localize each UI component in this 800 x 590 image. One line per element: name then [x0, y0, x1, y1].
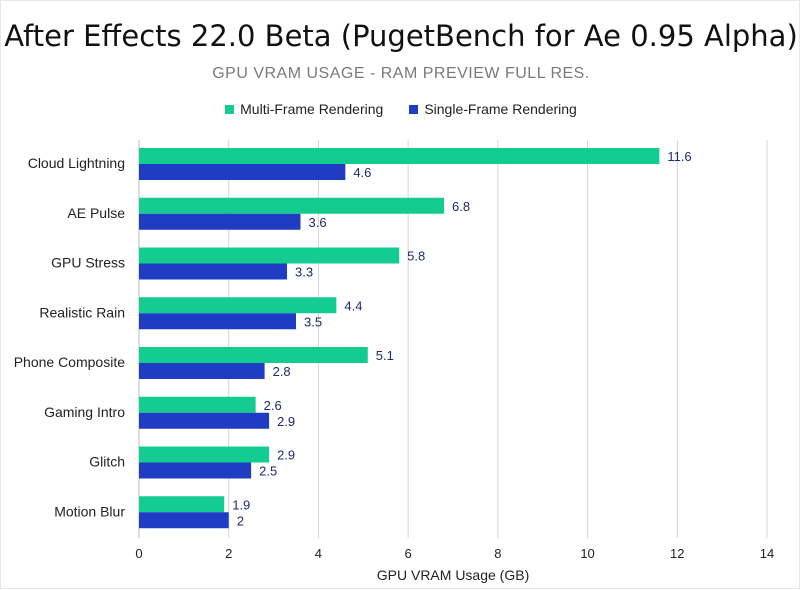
data-label: 2.9	[277, 448, 295, 463]
x-tick-label: 8	[494, 546, 501, 561]
legend-item-single-frame: Single-Frame Rendering	[409, 101, 577, 117]
x-tick-label: 2	[225, 546, 232, 561]
data-label: 4.4	[344, 298, 362, 313]
x-tick-label: 0	[135, 546, 142, 561]
data-label: 5.1	[376, 348, 394, 363]
bar	[139, 446, 270, 463]
bar	[139, 313, 296, 330]
bar	[139, 297, 337, 314]
bar	[139, 213, 301, 230]
bar	[139, 164, 346, 180]
legend-swatch-multi-frame	[225, 104, 235, 114]
data-label: 2.5	[259, 464, 277, 479]
category-label: Glitch	[89, 454, 125, 470]
data-label: 4.6	[353, 165, 371, 180]
category-label: AE Pulse	[67, 205, 125, 221]
x-tick-label: 4	[315, 546, 322, 561]
legend: Multi-Frame Rendering Single-Frame Rende…	[1, 101, 800, 117]
data-label: 2.8	[273, 364, 291, 379]
data-label: 5.8	[407, 249, 425, 264]
bar	[139, 512, 229, 529]
category-label: Motion Blur	[54, 503, 125, 519]
category-label: Phone Composite	[14, 354, 126, 370]
legend-swatch-single-frame	[409, 104, 419, 114]
bar	[139, 496, 225, 513]
data-label: 3.3	[295, 265, 313, 280]
x-tick-label: 10	[580, 546, 594, 561]
bar	[139, 148, 660, 164]
bar	[139, 247, 400, 264]
data-label: 3.6	[308, 215, 326, 230]
chart-title: After Effects 22.0 Beta (PugetBench for …	[4, 19, 798, 53]
chart-subtitle: GPU VRAM USAGE - RAM PREVIEW FULL RES.	[212, 65, 590, 82]
bar	[139, 412, 270, 429]
legend-label-single-frame: Single-Frame Rendering	[424, 101, 577, 117]
data-label: 2	[237, 513, 244, 528]
bar	[139, 347, 368, 363]
x-tick-label: 6	[405, 546, 412, 561]
bar	[139, 462, 252, 479]
data-label: 2.9	[277, 414, 295, 429]
data-label: 3.5	[304, 314, 322, 329]
category-label: Gaming Intro	[44, 404, 125, 420]
legend-label-multi-frame: Multi-Frame Rendering	[240, 101, 384, 117]
data-label: 2.6	[264, 398, 282, 413]
bar	[139, 363, 265, 379]
data-label: 11.6	[667, 149, 691, 164]
x-axis-title: GPU VRAM Usage (GB)	[377, 567, 529, 583]
category-label: GPU Stress	[51, 255, 125, 271]
legend-item-multi-frame: Multi-Frame Rendering	[225, 101, 383, 117]
data-label: 6.8	[452, 199, 470, 214]
bar	[139, 197, 445, 214]
category-label: Cloud Lightning	[28, 155, 125, 171]
x-tick-label: 14	[760, 546, 774, 561]
x-tick-label: 12	[670, 546, 684, 561]
bar	[139, 263, 288, 280]
data-label: 1.9	[232, 497, 250, 512]
bar	[139, 396, 256, 413]
category-label: Realistic Rain	[39, 304, 125, 320]
